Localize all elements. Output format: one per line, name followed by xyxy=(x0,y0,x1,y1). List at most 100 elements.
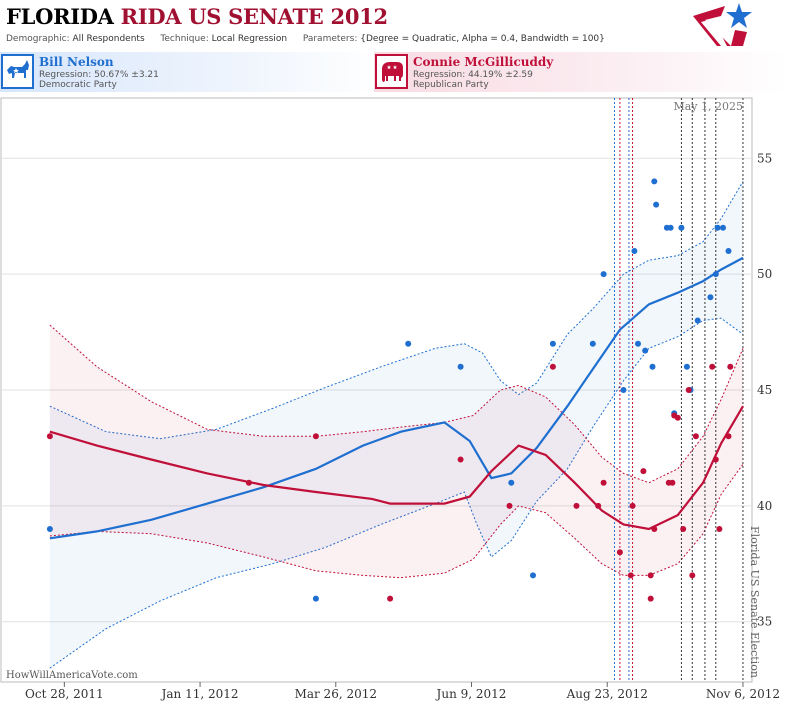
candidate-party: Democratic Party xyxy=(39,80,117,90)
poll-point xyxy=(46,526,53,532)
poll-point xyxy=(683,363,690,370)
poll-point xyxy=(549,340,556,347)
technique-value: Local Regression xyxy=(211,34,288,44)
y-tick-label: 40 xyxy=(757,499,772,513)
title-state: FLORIDA xyxy=(6,4,114,29)
poll-point xyxy=(620,387,627,393)
site-logo-icon xyxy=(693,3,752,46)
parameters-line: Demographic: All Respondents Technique: … xyxy=(6,34,605,44)
poll-point xyxy=(642,347,649,354)
poll-point xyxy=(685,387,692,393)
elephant-icon xyxy=(375,54,408,89)
candidate-regression: Regression: 50.67% ±3.21 xyxy=(39,70,159,80)
poll-point xyxy=(631,248,638,254)
candidate-card-nelson: Bill Nelson Regression: 50.67% ±3.21 Dem… xyxy=(0,52,380,92)
poll-point xyxy=(714,224,721,231)
poll-point xyxy=(707,294,714,301)
poll-point xyxy=(647,572,654,579)
poll-point xyxy=(674,414,681,421)
poll-point xyxy=(312,433,319,440)
x-tick-label: Oct 28, 2011 xyxy=(25,687,104,701)
confidence-band xyxy=(49,181,743,669)
y-tick-label: 55 xyxy=(757,151,772,165)
watermark: HowWillAmericaVote.com xyxy=(6,670,138,681)
grid xyxy=(1,157,752,623)
demographic-label: Demographic: xyxy=(6,34,70,44)
parameters-value: {Degree = Quadratic, Alpha = 0.4, Bandwi… xyxy=(360,34,605,44)
donkey-icon xyxy=(1,54,34,89)
poll-point xyxy=(506,502,513,509)
polling-chart: 35 40 45 50 55 Oct 28, 2011 Jan 11, 2012 Mar 26… xyxy=(0,97,780,701)
x-tick-label: Jun 9, 2012 xyxy=(435,687,507,701)
poll-point xyxy=(667,224,674,231)
x-tick-label: Mar 26, 2012 xyxy=(295,687,377,701)
poll-point xyxy=(678,224,685,231)
poll-point xyxy=(549,363,556,370)
axes: 35 40 45 50 55 Oct 28, 2011 Jan 11, 2012 Mar 26… xyxy=(25,151,780,701)
upper-bound-line xyxy=(49,181,744,440)
poll-point xyxy=(640,468,647,475)
poll-point xyxy=(573,502,580,509)
poll-point xyxy=(720,224,726,231)
poll-point xyxy=(629,502,636,509)
poll-point xyxy=(457,363,464,370)
poll-point xyxy=(245,479,252,486)
y-tick-label: 45 xyxy=(757,383,772,397)
confidence-band xyxy=(49,325,743,578)
trend-line xyxy=(49,256,744,540)
poll-point xyxy=(689,572,696,579)
poll-point xyxy=(647,595,654,602)
poll-point xyxy=(312,595,319,602)
poll-point xyxy=(692,433,699,440)
poll-point xyxy=(651,526,658,532)
poll-point xyxy=(457,456,464,463)
y-tick-label: 50 xyxy=(757,267,772,281)
poll-point xyxy=(694,317,701,324)
poll-point xyxy=(709,363,716,370)
poll-point xyxy=(712,456,719,463)
poll-point xyxy=(725,433,732,440)
poll-point xyxy=(616,549,623,556)
poll-point xyxy=(627,572,634,579)
poll-point xyxy=(46,433,53,440)
confidence-bands xyxy=(49,181,744,669)
poll-point xyxy=(725,248,732,254)
page-title: FLORIDA RIDA US SENATE 2012 xyxy=(6,4,388,29)
poll-point xyxy=(669,479,676,486)
y-tick-label: 35 xyxy=(757,615,772,629)
poll-point xyxy=(387,595,394,602)
candidate-regression: Regression: 44.19% ±2.59 xyxy=(413,70,533,80)
poll-point xyxy=(600,271,607,278)
x-tick-label: Jan 11, 2012 xyxy=(160,687,239,701)
candidate-party: Republican Party xyxy=(413,80,489,90)
candidate-name: Connie McGillicuddy xyxy=(413,55,554,69)
poll-point xyxy=(712,271,719,278)
upper-bound-line xyxy=(49,324,744,484)
current-date-label: May 1, 2025 xyxy=(673,100,743,113)
x-tick-label: Aug 23, 2012 xyxy=(566,687,648,701)
poll-point xyxy=(405,340,412,347)
poll-point xyxy=(530,572,536,579)
poll-point xyxy=(595,502,602,509)
poll-point xyxy=(727,363,734,370)
poll-point xyxy=(653,201,660,208)
poll-point xyxy=(716,526,723,532)
title-race: RIDA US SENATE 2012 xyxy=(120,4,388,29)
election-label: Florida US Senate Election xyxy=(748,526,761,678)
trend-line xyxy=(49,405,744,531)
x-tick-label: Nov 6, 2012 xyxy=(706,687,780,701)
poll-point xyxy=(680,526,687,532)
candidate-name: Bill Nelson xyxy=(39,55,114,69)
parameters-label: Parameters: xyxy=(302,34,358,44)
header: FLORIDA RIDA US SENATE 2012 Demographic:… xyxy=(0,0,789,50)
lower-bound-line xyxy=(49,317,744,669)
poll-point xyxy=(589,340,596,347)
poll-points xyxy=(46,178,734,602)
poll-point xyxy=(600,479,607,486)
lower-bound-line xyxy=(49,463,744,579)
poll-point xyxy=(651,178,658,185)
poll-point xyxy=(508,479,515,486)
trend-lines xyxy=(49,256,744,540)
poll-point xyxy=(649,363,656,370)
poll-point xyxy=(635,340,641,347)
